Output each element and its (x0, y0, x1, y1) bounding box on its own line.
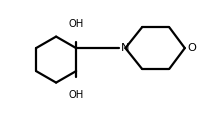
Text: N: N (121, 43, 130, 53)
Text: O: O (187, 43, 196, 53)
Text: OH: OH (68, 19, 84, 30)
Text: OH: OH (68, 90, 84, 100)
